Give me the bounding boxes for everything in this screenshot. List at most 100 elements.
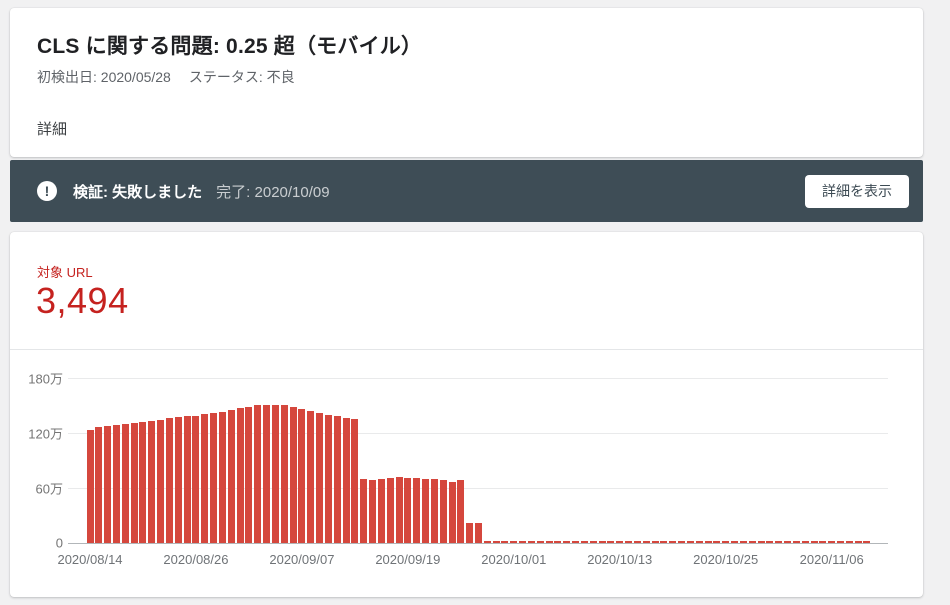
chart-bar (386, 478, 394, 543)
chart-bar (466, 523, 474, 543)
chart-bar (572, 541, 580, 543)
chart-bar (360, 479, 368, 543)
page-title: CLS に関する問題: 0.25 超（モバイル） (37, 35, 423, 58)
chart-bar (545, 541, 553, 543)
chart-bar (430, 479, 438, 543)
chart-bar (139, 422, 147, 543)
validation-banner: ! 検証: 失敗しました 完了: 2020/10/09 詳細を表示 (10, 160, 923, 222)
chart-bar (157, 420, 165, 543)
validation-status-text: 検証: 失敗しました (73, 183, 203, 201)
show-details-button[interactable]: 詳細を表示 (805, 174, 909, 208)
chart-bar (501, 541, 509, 543)
chart-plot (68, 378, 888, 544)
gridline (68, 488, 888, 489)
divider (10, 349, 923, 350)
chart-bar (351, 419, 359, 543)
chart-bar (801, 541, 809, 543)
gridline (68, 378, 888, 379)
y-tick-label: 0 (55, 535, 63, 551)
status-text: ステータス: 不良 (188, 69, 295, 85)
chart-bar (439, 480, 447, 543)
chart-bar (651, 541, 659, 543)
chart-bar (616, 541, 624, 543)
chart-bar (598, 541, 606, 543)
chart-bar (704, 541, 712, 543)
chart-bar (404, 478, 412, 543)
chart-bar (828, 541, 836, 543)
chart-bar (757, 541, 765, 543)
chart-bar (510, 541, 518, 543)
target-url-label: 対象 URL (37, 265, 93, 280)
chart-bar (810, 541, 818, 543)
chart-bar (218, 412, 226, 543)
affected-urls-card: 対象 URL 3,494 0 60万 120万 180万 2020/08/14 2020… (10, 232, 923, 597)
chart-bar (112, 425, 120, 543)
issue-meta: 初検出日: 2020/05/28 ステータス: 不良 (37, 67, 295, 87)
target-url-count: 3,494 (36, 280, 129, 321)
x-axis-labels: 2020/08/14 2020/08/26 2020/09/07 2020/09/19… (57, 552, 888, 572)
chart-bar (298, 409, 306, 543)
chart-bar (263, 405, 271, 543)
chart-bar (854, 541, 862, 543)
chart-bar (395, 477, 403, 543)
chart-bar (837, 541, 844, 543)
chart-bar (121, 424, 129, 543)
chart-bar (483, 541, 491, 543)
chart-bar (792, 541, 800, 543)
chart-bar (775, 541, 783, 543)
chart-bar (739, 541, 747, 543)
chart-bar (660, 541, 668, 543)
chart-bar (766, 541, 774, 543)
chart-bar (377, 479, 385, 543)
chart-bar (607, 541, 615, 543)
chart-bar (342, 418, 350, 543)
chart-bar (210, 413, 218, 543)
y-tick-label: 180万 (28, 371, 63, 387)
chart-bar (554, 541, 562, 543)
chart-bar (819, 541, 827, 543)
chart-bar (201, 414, 209, 543)
x-tick-label: 2020/11/06 (799, 552, 864, 567)
chart-bar (165, 418, 173, 543)
chart-bar (713, 541, 721, 543)
chart-bar (625, 541, 633, 543)
chart-bar (333, 416, 341, 543)
chart-bar (271, 405, 279, 543)
x-tick-label: 2020/08/14 (57, 552, 123, 567)
chart-bar (686, 541, 694, 543)
gridline (68, 433, 888, 434)
chart-bar (845, 541, 853, 543)
chart-bar (227, 410, 235, 543)
chart-bar (580, 541, 588, 543)
chart-bar (192, 416, 200, 543)
chart-bar (731, 541, 739, 543)
chart-bar (527, 541, 535, 543)
chart-bar (183, 416, 191, 543)
x-tick-label: 2020/10/01 (481, 552, 547, 567)
chart-bar (784, 541, 792, 543)
chart-bar (280, 405, 288, 543)
chart-bar (563, 541, 571, 543)
chart-bar (722, 541, 730, 543)
x-tick-label: 2020/09/19 (375, 552, 441, 567)
chart-bar (633, 541, 641, 543)
chart-bar (148, 421, 156, 543)
details-heading: 詳細 (37, 121, 68, 138)
error-icon: ! (37, 181, 57, 201)
validation-completed-text: 完了: 2020/10/09 (216, 183, 330, 201)
chart-bar (678, 541, 686, 543)
x-tick-label: 2020/08/26 (163, 552, 229, 567)
chart-bar (492, 541, 500, 543)
chart-bar (245, 407, 253, 543)
x-tick-label: 2020/09/07 (269, 552, 335, 567)
chart-bar (748, 541, 756, 543)
chart-bar (174, 417, 182, 543)
chart-bar (863, 541, 871, 543)
chart-bar (589, 541, 597, 543)
chart-bar (519, 541, 527, 543)
issue-header-card: CLS に関する問題: 0.25 超（モバイル） 初検出日: 2020/05/2… (10, 8, 923, 157)
chart-bar (642, 541, 650, 543)
y-axis-labels: 0 60万 120万 180万 (10, 372, 63, 551)
chart-bar (369, 480, 377, 543)
